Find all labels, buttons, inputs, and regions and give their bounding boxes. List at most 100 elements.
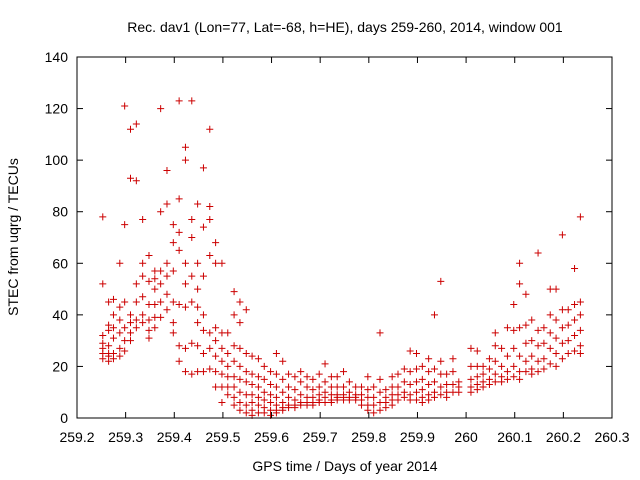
data-point: [291, 373, 299, 381]
data-point: [412, 396, 420, 404]
data-point: [376, 406, 384, 414]
data-point: [546, 329, 554, 337]
data-point: [510, 326, 518, 334]
data-point: [272, 350, 280, 358]
data-point: [285, 383, 293, 391]
data-point: [230, 342, 238, 350]
data-point: [485, 380, 493, 388]
data-point: [503, 368, 511, 376]
data-point: [510, 362, 518, 370]
data-point: [285, 393, 293, 401]
data-point: [99, 213, 107, 221]
data-point: [260, 362, 268, 370]
x-tick-label: 260.3: [594, 429, 629, 445]
data-point: [522, 321, 530, 329]
data-point: [467, 344, 475, 352]
data-point: [321, 399, 329, 407]
data-point: [116, 316, 124, 324]
data-point: [510, 344, 518, 352]
data-point: [121, 298, 129, 306]
data-point: [206, 203, 214, 211]
data-point: [376, 375, 384, 383]
data-point: [333, 373, 341, 381]
data-point: [528, 370, 536, 378]
data-point: [218, 259, 226, 267]
data-point: [254, 373, 262, 381]
data-point: [491, 357, 499, 365]
data-point: [564, 306, 572, 314]
data-point: [534, 342, 542, 350]
data-point: [485, 365, 493, 373]
data-point: [109, 311, 117, 319]
data-point: [430, 378, 438, 386]
data-point: [157, 208, 165, 216]
data-point: [236, 388, 244, 396]
data-point: [212, 259, 220, 267]
data-point: [116, 303, 124, 311]
data-point: [145, 316, 153, 324]
data-point: [218, 357, 226, 365]
data-point: [522, 290, 530, 298]
data-point: [260, 409, 268, 417]
data-point: [576, 326, 584, 334]
data-point: [127, 174, 134, 182]
data-point: [558, 339, 566, 347]
data-point: [139, 215, 147, 223]
data-point: [127, 125, 134, 133]
data-point: [364, 386, 372, 394]
data-point: [552, 285, 560, 293]
data-point: [297, 401, 305, 409]
data-point: [163, 200, 171, 208]
data-point: [552, 362, 560, 370]
data-point: [181, 344, 189, 352]
data-point: [485, 355, 493, 363]
data-point: [218, 399, 226, 407]
data-point: [522, 357, 530, 365]
data-point: [236, 319, 244, 327]
data-point: [412, 350, 420, 358]
data-point: [406, 396, 414, 404]
data-point: [352, 383, 360, 391]
data-point: [449, 380, 457, 388]
data-point: [105, 326, 113, 334]
data-point: [522, 368, 530, 376]
data-point: [297, 368, 305, 376]
y-tick-label: 60: [52, 255, 68, 271]
data-point: [418, 386, 426, 394]
data-point: [242, 378, 250, 386]
data-point: [522, 339, 530, 347]
data-point: [540, 355, 548, 363]
data-point: [309, 401, 317, 409]
data-point: [121, 102, 129, 110]
data-point: [230, 383, 238, 391]
data-point: [181, 156, 189, 164]
data-point: [139, 293, 147, 301]
data-point: [218, 344, 226, 352]
data-point: [175, 246, 183, 254]
data-point: [212, 368, 220, 376]
data-point: [169, 329, 177, 337]
data-point: [388, 373, 396, 381]
data-point: [388, 383, 396, 391]
data-point: [376, 329, 384, 337]
data-point: [443, 380, 451, 388]
data-point: [279, 375, 287, 383]
data-point: [105, 342, 113, 350]
data-point: [540, 365, 548, 373]
data-point: [479, 370, 487, 378]
data-point: [230, 357, 238, 365]
data-point: [194, 285, 202, 293]
data-point: [175, 97, 183, 105]
data-point: [376, 399, 384, 407]
data-point: [443, 370, 451, 378]
data-point: [576, 350, 584, 358]
data-point: [212, 324, 220, 332]
data-point: [425, 396, 433, 404]
data-point: [254, 355, 262, 363]
data-point: [406, 380, 414, 388]
data-point: [181, 259, 189, 267]
data-point: [254, 383, 262, 391]
data-point: [199, 223, 207, 231]
data-point: [449, 388, 457, 396]
data-point: [279, 357, 287, 365]
